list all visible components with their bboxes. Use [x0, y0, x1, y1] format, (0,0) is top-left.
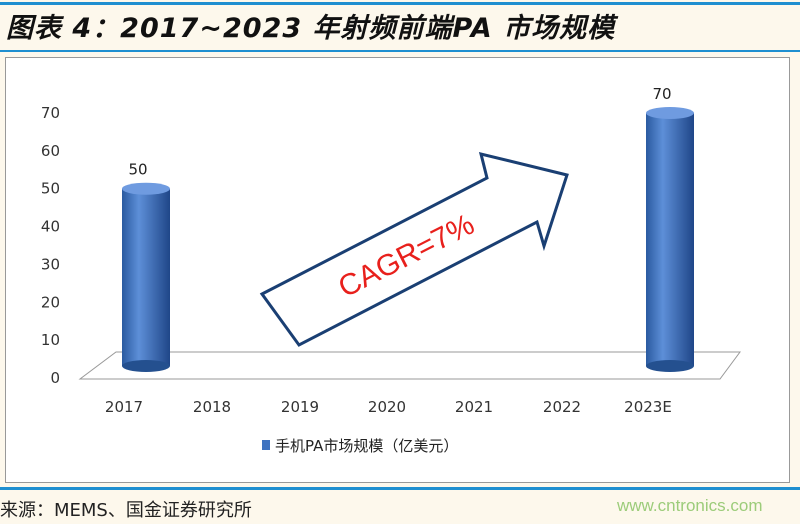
bar-base: [122, 360, 170, 372]
floor: [78, 351, 741, 380]
y-tick-label: 0: [50, 369, 60, 387]
y-tick-label: 30: [41, 255, 60, 273]
bar: [646, 113, 694, 366]
data-label: 70: [652, 85, 671, 103]
bar-base: [646, 360, 694, 372]
bottom-rule: [0, 487, 800, 490]
top-rule: [0, 2, 800, 5]
y-tick-label: 60: [41, 142, 60, 160]
x-tick-label: 2022: [543, 398, 581, 416]
title-rule: [0, 50, 800, 52]
data-label: 50: [128, 161, 147, 179]
source-note: 来源：MEMS、国金证券研究所: [0, 500, 252, 521]
bar-top: [122, 182, 170, 195]
y-tick-label: 10: [41, 331, 60, 349]
y-tick-label: 40: [41, 218, 60, 236]
x-tick-label: 2019: [281, 398, 319, 416]
bar: [122, 188, 170, 366]
x-tick-label: 2021: [455, 398, 493, 416]
legend-label: 手机PA市场规模（亿美元）: [275, 437, 458, 455]
y-tick-label: 70: [41, 104, 60, 122]
bar-top: [646, 107, 694, 119]
legend-swatch: [262, 440, 270, 450]
x-tick-label: 2020: [368, 398, 406, 416]
x-tick-label: 2018: [193, 398, 231, 416]
chart-title: 图表 4：2017~2023 年射频前端PA 市场规模: [6, 13, 616, 44]
y-tick-label: 20: [41, 293, 60, 311]
y-tick-label: 50: [41, 180, 60, 198]
watermark: www.cntronics.com: [617, 496, 763, 515]
x-tick-label: 2017: [105, 398, 143, 416]
x-tick-label: 2023E: [624, 398, 672, 416]
cagr-arrow: [259, 151, 569, 347]
